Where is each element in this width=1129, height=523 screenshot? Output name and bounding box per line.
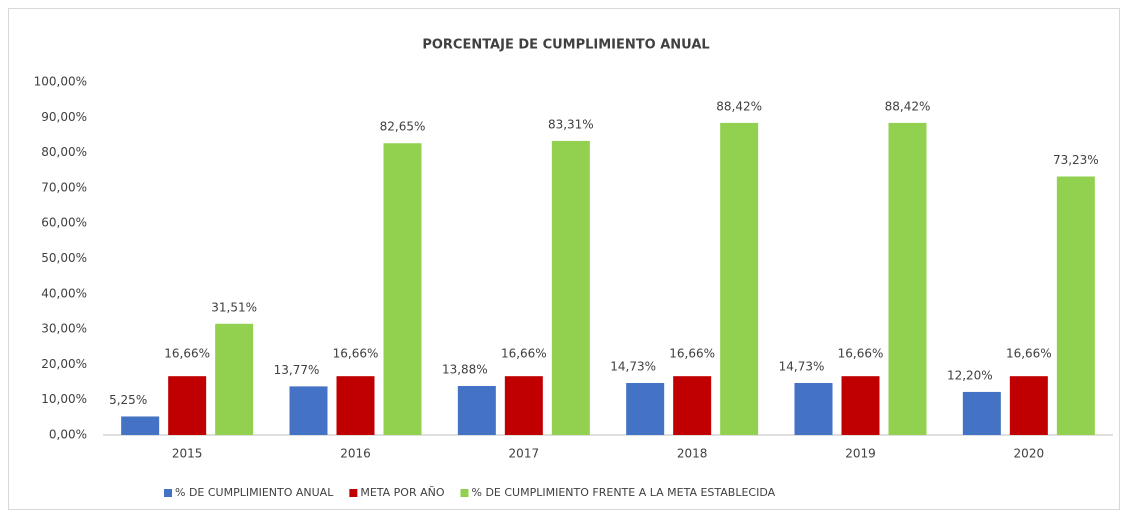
y-tick-label: 70,00% <box>41 180 87 194</box>
legend-swatch <box>460 489 469 497</box>
bar <box>289 386 328 435</box>
x-tick-label: 2020 <box>1014 447 1045 461</box>
bar <box>551 140 590 435</box>
data-label: 31,51% <box>211 300 257 314</box>
bar <box>841 376 880 435</box>
bar <box>962 391 1001 435</box>
bar <box>1056 176 1095 435</box>
data-label: 73,23% <box>1053 153 1099 167</box>
data-label: 16,66% <box>1006 347 1052 361</box>
data-label: 16,66% <box>501 347 547 361</box>
bar <box>504 376 543 435</box>
y-tick-label: 50,00% <box>41 251 87 265</box>
legend-swatch <box>349 489 358 497</box>
bar <box>1009 376 1048 435</box>
data-label: 16,66% <box>669 347 715 361</box>
y-tick-label: 30,00% <box>41 322 87 336</box>
data-label: 16,66% <box>838 347 884 361</box>
data-label: 13,77% <box>274 363 320 377</box>
legend-label: META POR AÑO <box>360 486 445 499</box>
bar <box>383 143 422 436</box>
data-label: 5,25% <box>109 393 147 407</box>
x-tick-label: 2015 <box>172 447 203 461</box>
bar <box>168 376 207 435</box>
x-tick-label: 2017 <box>509 447 540 461</box>
bar <box>720 122 759 435</box>
data-label: 16,66% <box>164 347 210 361</box>
bar <box>121 416 160 435</box>
x-tick-label: 2016 <box>340 447 371 461</box>
bar <box>457 386 496 435</box>
data-label: 14,73% <box>610 360 656 374</box>
y-tick-label: 90,00% <box>41 110 87 124</box>
data-label: 88,42% <box>885 99 931 113</box>
x-tick-label: 2019 <box>845 447 876 461</box>
y-tick-label: 20,00% <box>41 357 87 371</box>
chart-title: PORCENTAJE DE CUMPLIMIENTO ANUAL <box>422 38 709 53</box>
data-label: 16,66% <box>333 347 379 361</box>
data-label: 14,73% <box>779 360 825 374</box>
legend-label: % DE CUMPLIMIENTO FRENTE A LA META ESTAB… <box>472 486 776 499</box>
bar <box>336 376 375 435</box>
data-label: 83,31% <box>548 117 594 131</box>
y-tick-label: 10,00% <box>41 392 87 406</box>
y-tick-label: 0,00% <box>49 428 87 442</box>
bar <box>626 383 665 435</box>
y-tick-label: 60,00% <box>41 216 87 230</box>
bar <box>215 323 254 435</box>
data-label: 13,88% <box>442 363 488 377</box>
bar <box>673 376 712 435</box>
bar <box>794 383 833 435</box>
legend-label: % DE CUMPLIMIENTO ANUAL <box>175 486 334 499</box>
data-label: 88,42% <box>716 99 762 113</box>
y-tick-label: 100,00% <box>34 75 87 89</box>
y-tick-label: 80,00% <box>41 145 87 159</box>
legend-swatch <box>164 489 172 497</box>
data-label: 82,65% <box>380 120 426 134</box>
y-tick-label: 40,00% <box>41 286 87 300</box>
x-tick-label: 2018 <box>677 447 708 461</box>
bar <box>888 122 927 435</box>
data-label: 12,20% <box>947 368 993 382</box>
